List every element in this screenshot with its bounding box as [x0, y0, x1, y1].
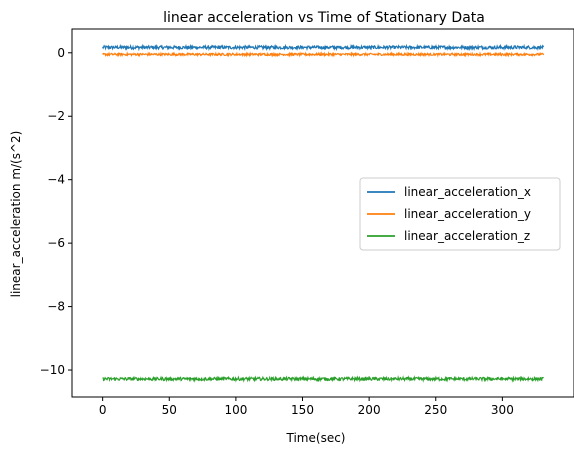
- legend-label: linear_acceleration_z: [404, 229, 530, 243]
- x-tick-label: 250: [424, 403, 447, 417]
- y-tick-label: −4: [47, 173, 65, 187]
- y-axis: 0 −2 −4 −6 −8 −10: [40, 46, 72, 377]
- series-line-3: [102, 375, 544, 383]
- y-tick-label: −6: [47, 236, 65, 250]
- y-tick-label: −10: [40, 363, 65, 377]
- x-tick-label: 200: [358, 403, 381, 417]
- plot-frame: [71, 28, 574, 398]
- legend-label: linear_acceleration_x: [404, 185, 531, 199]
- x-tick-label: 0: [99, 403, 107, 417]
- chart-title: linear acceleration vs Time of Stationar…: [163, 10, 485, 26]
- x-axis-label: Time(sec): [286, 431, 346, 445]
- y-tick-label: 0: [57, 46, 65, 60]
- x-tick-label: 300: [491, 403, 514, 417]
- series-line-1: [102, 43, 545, 52]
- legend-box: [359, 177, 561, 251]
- legend: linear_acceleration_x linear_acceleration…: [359, 177, 561, 251]
- x-axis: 0 50 100 150 200 250 300: [99, 397, 514, 417]
- y-tick-label: −2: [47, 109, 65, 123]
- legend-label: linear_acceleration_y: [404, 207, 531, 221]
- series-line-2: [102, 50, 545, 58]
- y-tick-label: −8: [47, 300, 65, 314]
- x-tick-label: 100: [224, 403, 247, 417]
- y-axis-label: linear_acceleration m/(s^2): [9, 131, 23, 298]
- series-layer: [102, 43, 545, 383]
- x-tick-label: 50: [162, 403, 177, 417]
- x-tick-label: 150: [291, 403, 314, 417]
